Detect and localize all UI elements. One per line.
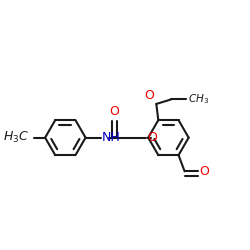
- Text: $CH_3$: $CH_3$: [188, 92, 209, 106]
- Text: O: O: [200, 165, 209, 178]
- Text: NH: NH: [102, 131, 121, 144]
- Text: O: O: [110, 105, 120, 118]
- Text: O: O: [148, 131, 157, 144]
- Text: $H_3C$: $H_3C$: [3, 130, 29, 145]
- Text: O: O: [145, 89, 154, 102]
